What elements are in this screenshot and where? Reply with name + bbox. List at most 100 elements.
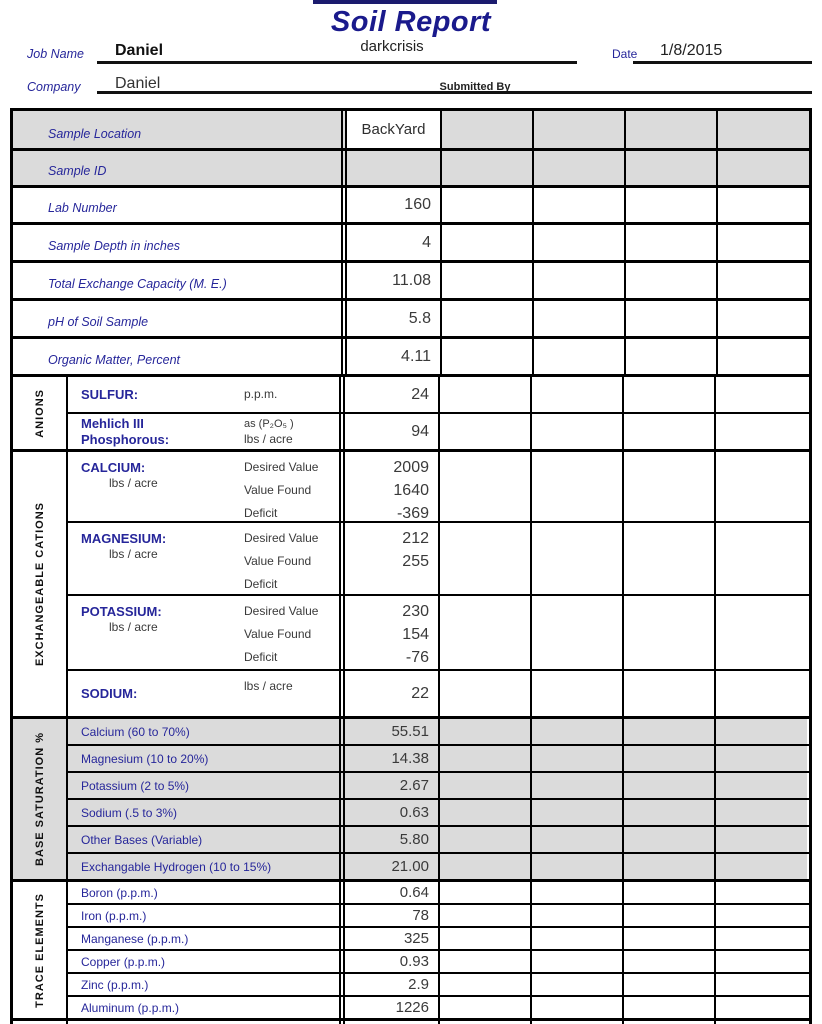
row-label: Sodium (.5 to 3%) [68,800,345,825]
submitted-by-value: darkcrisis [360,38,424,55]
phosphorous-label-cell: Mehlich III Phosphorous: as (P₂O₅ ) lbs … [68,414,345,449]
base-sat-magnesium-value: 14.38 [345,746,438,771]
empty-cell [530,951,622,972]
empty-cell [530,596,622,669]
empty-cell [714,746,807,771]
sulfur-value: 24 [411,385,429,403]
trace-row-manganese: Manganese (p.p.m.) 325 [68,928,809,951]
empty-cell [438,974,530,995]
phosphorous-name-line2: Phosphorous: [81,431,170,447]
empty-cell [530,377,622,412]
empty-cell [438,905,530,926]
table-row-ph: pH of Soil Sample 5.8 [13,301,809,339]
calcium-label-cell: CALCIUM: lbs / acre Desired Value Value … [68,452,345,521]
table-row-sample-depth: Sample Depth in inches 4 [13,225,809,263]
empty-cell [622,974,714,995]
empty-cell [530,854,622,879]
table-row-total-exchange-capacity: Total Exchange Capacity (M. E.) 11.08 [13,263,809,301]
sample-id-value [347,151,440,185]
magnesium-unit: lbs / acre [109,547,158,561]
empty-cell [622,414,714,449]
boron-value: 0.64 [399,884,429,901]
row-label: Magnesium (10 to 20%) [68,746,345,771]
copper-value: 0.93 [399,953,429,970]
empty-cell [716,339,809,374]
desired-value-label: Desired Value [244,531,319,545]
sample-location-value: BackYard [347,111,440,148]
empty-cell [622,377,714,412]
empty-cell [714,1021,807,1024]
anions-body: SULFUR: p.p.m. 24 Mehlich [68,377,809,449]
base-sat-row-hydrogen: Exchangable Hydrogen (10 to 15%) 21.00 [68,854,809,879]
base-sat-hydrogen-value: 21.00 [345,854,438,879]
empty-cell [440,151,532,185]
empty-cell [438,414,530,449]
empty-cell [438,746,530,771]
empty-cell [624,339,716,374]
empty-cell [622,951,714,972]
empty-cell [438,671,530,716]
trace-row-zinc: Zinc (p.p.m.) 2.9 [68,974,809,997]
row-label: Sample Location [13,111,347,148]
row-label: Lab Number [13,188,347,222]
base-sat-row-other-bases: Other Bases (Variable) 5.80 [68,827,809,854]
exchangeable-cations-section: EXCHANGEABLE CATIONS CALCIUM: lbs / acre… [13,452,809,719]
empty-cell [714,997,807,1018]
potassium-found: 154 [402,626,429,643]
empty-cell [440,225,532,260]
empty-cell [530,1021,622,1024]
row-label: Copper (p.p.m.) [68,951,345,972]
potassium-desired: 230 [402,603,429,620]
empty-cell [716,151,809,185]
empty-cell [438,773,530,798]
empty-cell [438,800,530,825]
empty-cell [624,151,716,185]
job-name-value: Daniel [115,42,164,59]
empty-cell [624,225,716,260]
empty-cell [714,414,807,449]
desired-value-label: Desired Value [244,460,319,474]
empty-cell [440,301,532,336]
partial-bottom-row [13,1021,809,1024]
calcium-desired: 2009 [393,459,429,476]
empty-cell [716,263,809,298]
empty-cell [622,905,714,926]
row-label: Zinc (p.p.m.) [68,974,345,995]
empty-cell [530,827,622,852]
empty-cell [622,882,714,903]
empty-cell [622,746,714,771]
manganese-value: 325 [403,930,429,947]
base-sat-sodium-value: 0.63 [345,800,438,825]
empty-cell [530,773,622,798]
empty-cell [716,111,809,148]
total-exchange-capacity-value: 11.08 [392,271,431,289]
row-label: Other Bases (Variable) [68,827,345,852]
sulfur-label-cell: SULFUR: p.p.m. [68,377,345,412]
sample-depth-value: 4 [422,233,431,251]
empty-cell [622,596,714,669]
empty-cell [440,339,532,374]
empty-cell [438,377,530,412]
empty-cell [714,854,807,879]
trace-row-aluminum: Aluminum (p.p.m.) 1226 [68,997,809,1018]
empty-cell [622,452,714,521]
potassium-label-cell: POTASSIUM: lbs / acre Desired Value Valu… [68,596,345,669]
organic-matter-value: 4.11 [401,347,431,365]
empty-cell [714,596,807,669]
empty-cell [532,111,624,148]
partial-sidebar-cell [13,1021,68,1024]
calcium-deficit: -369 [396,505,429,522]
empty-cell [622,719,714,744]
sulfur-unit: p.p.m. [244,387,278,401]
empty-cell [714,951,807,972]
empty-cell [438,854,530,879]
empty-cell [716,225,809,260]
sodium-value: 22 [411,684,429,702]
empty-cell [530,800,622,825]
row-label: Sample Depth in inches [13,225,347,260]
base-sat-row-potassium: Potassium (2 to 5%) 2.67 [68,773,809,800]
magnesium-found: 255 [402,553,429,570]
sodium-name: SODIUM: [81,685,138,701]
empty-cell [624,111,716,148]
company-underline [97,91,812,94]
